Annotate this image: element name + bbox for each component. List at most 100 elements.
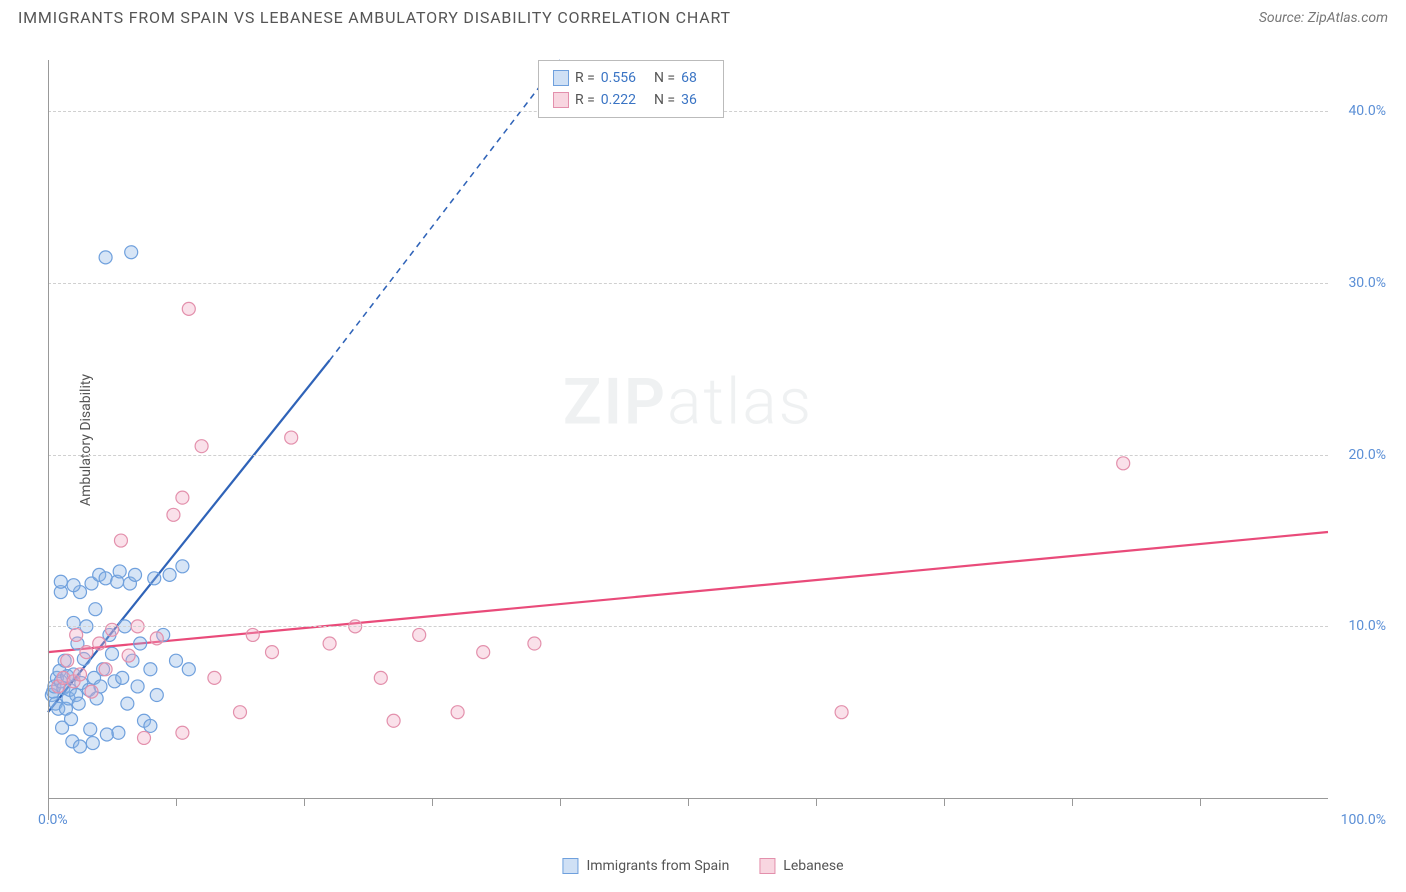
x-tick bbox=[560, 798, 561, 806]
x-tick bbox=[1200, 798, 1201, 806]
x-legend-item: Lebanese bbox=[759, 858, 843, 874]
r-label: R = bbox=[575, 89, 595, 111]
data-point bbox=[74, 668, 87, 681]
data-point bbox=[112, 726, 125, 739]
data-point bbox=[114, 534, 127, 547]
data-point bbox=[70, 628, 83, 641]
correlation-legend: R = 0.556 N = 68 R = 0.222 N = 36 bbox=[538, 60, 724, 118]
data-point bbox=[85, 685, 98, 698]
data-point bbox=[131, 680, 144, 693]
data-point bbox=[67, 579, 80, 592]
data-point bbox=[323, 637, 336, 650]
data-point bbox=[387, 714, 400, 727]
data-point bbox=[54, 575, 67, 588]
data-point bbox=[246, 628, 259, 641]
chart-title: IMMIGRANTS FROM SPAIN VS LEBANESE AMBULA… bbox=[18, 8, 731, 27]
grid-line bbox=[48, 283, 1328, 284]
data-point bbox=[144, 719, 157, 732]
data-point bbox=[176, 491, 189, 504]
chart-area: Ambulatory Disability ZIPatlas 10.0%20.0… bbox=[48, 60, 1328, 820]
data-point bbox=[150, 689, 163, 702]
x-tick bbox=[176, 798, 177, 806]
data-point bbox=[835, 706, 848, 719]
trend-line-dashed bbox=[330, 60, 560, 360]
n-label: N = bbox=[654, 89, 675, 111]
data-point bbox=[208, 671, 221, 684]
x-tick bbox=[688, 798, 689, 806]
data-point bbox=[176, 560, 189, 573]
data-point bbox=[413, 628, 426, 641]
y-tick-label: 40.0% bbox=[1348, 103, 1386, 119]
grid-line bbox=[48, 455, 1328, 456]
legend-label: Immigrants from Spain bbox=[586, 858, 729, 874]
data-point bbox=[72, 697, 85, 710]
r-value: 0.222 bbox=[601, 89, 636, 111]
data-point bbox=[99, 663, 112, 676]
data-point bbox=[234, 706, 247, 719]
series-legend: Immigrants from Spain Lebanese bbox=[562, 858, 843, 874]
n-value: 68 bbox=[681, 67, 697, 89]
data-point bbox=[451, 706, 464, 719]
n-value: 36 bbox=[681, 89, 697, 111]
x-end-label: 100.0% bbox=[1341, 812, 1386, 828]
n-label: N = bbox=[654, 67, 675, 89]
data-point bbox=[99, 251, 112, 264]
data-point bbox=[80, 646, 93, 659]
data-point bbox=[163, 568, 176, 581]
data-point bbox=[1117, 457, 1130, 470]
data-point bbox=[125, 246, 138, 259]
data-point bbox=[195, 440, 208, 453]
legend-row: R = 0.222 N = 36 bbox=[553, 89, 709, 111]
y-tick-label: 10.0% bbox=[1348, 618, 1386, 634]
data-point bbox=[100, 728, 113, 741]
x-tick bbox=[48, 798, 49, 806]
scatter-plot bbox=[48, 60, 1328, 820]
data-point bbox=[84, 723, 97, 736]
y-axis-line bbox=[48, 60, 49, 820]
data-point bbox=[528, 637, 541, 650]
r-label: R = bbox=[575, 67, 595, 89]
data-point bbox=[477, 646, 490, 659]
data-point bbox=[148, 572, 161, 585]
data-point bbox=[116, 671, 129, 684]
data-point bbox=[67, 616, 80, 629]
data-point bbox=[182, 302, 195, 315]
y-tick-label: 20.0% bbox=[1348, 447, 1386, 463]
source-label: Source: ZipAtlas.com bbox=[1259, 10, 1388, 26]
x-legend-item: Immigrants from Spain bbox=[562, 858, 729, 874]
data-point bbox=[74, 740, 87, 753]
data-point bbox=[170, 654, 183, 667]
data-point bbox=[106, 623, 119, 636]
x-tick bbox=[944, 798, 945, 806]
data-point bbox=[121, 697, 134, 710]
legend-swatch bbox=[562, 858, 578, 874]
y-tick-label: 30.0% bbox=[1348, 275, 1386, 291]
data-point bbox=[93, 637, 106, 650]
x-tick bbox=[816, 798, 817, 806]
grid-line bbox=[48, 626, 1328, 627]
data-point bbox=[113, 565, 126, 578]
data-point bbox=[134, 637, 147, 650]
trend-line bbox=[48, 532, 1328, 652]
data-point bbox=[138, 731, 151, 744]
r-value: 0.556 bbox=[601, 67, 636, 89]
data-point bbox=[122, 649, 135, 662]
data-point bbox=[65, 713, 78, 726]
data-point bbox=[129, 568, 142, 581]
data-point bbox=[144, 663, 157, 676]
data-point bbox=[89, 603, 102, 616]
data-point bbox=[176, 726, 189, 739]
legend-swatch bbox=[759, 858, 775, 874]
x-tick bbox=[432, 798, 433, 806]
data-point bbox=[150, 632, 163, 645]
data-point bbox=[266, 646, 279, 659]
x-start-label: 0.0% bbox=[38, 812, 68, 828]
data-point bbox=[61, 654, 74, 667]
x-tick bbox=[1072, 798, 1073, 806]
data-point bbox=[167, 508, 180, 521]
legend-label: Lebanese bbox=[783, 858, 843, 874]
data-point bbox=[374, 671, 387, 684]
x-tick bbox=[304, 798, 305, 806]
legend-swatch bbox=[553, 92, 569, 108]
legend-row: R = 0.556 N = 68 bbox=[553, 67, 709, 89]
